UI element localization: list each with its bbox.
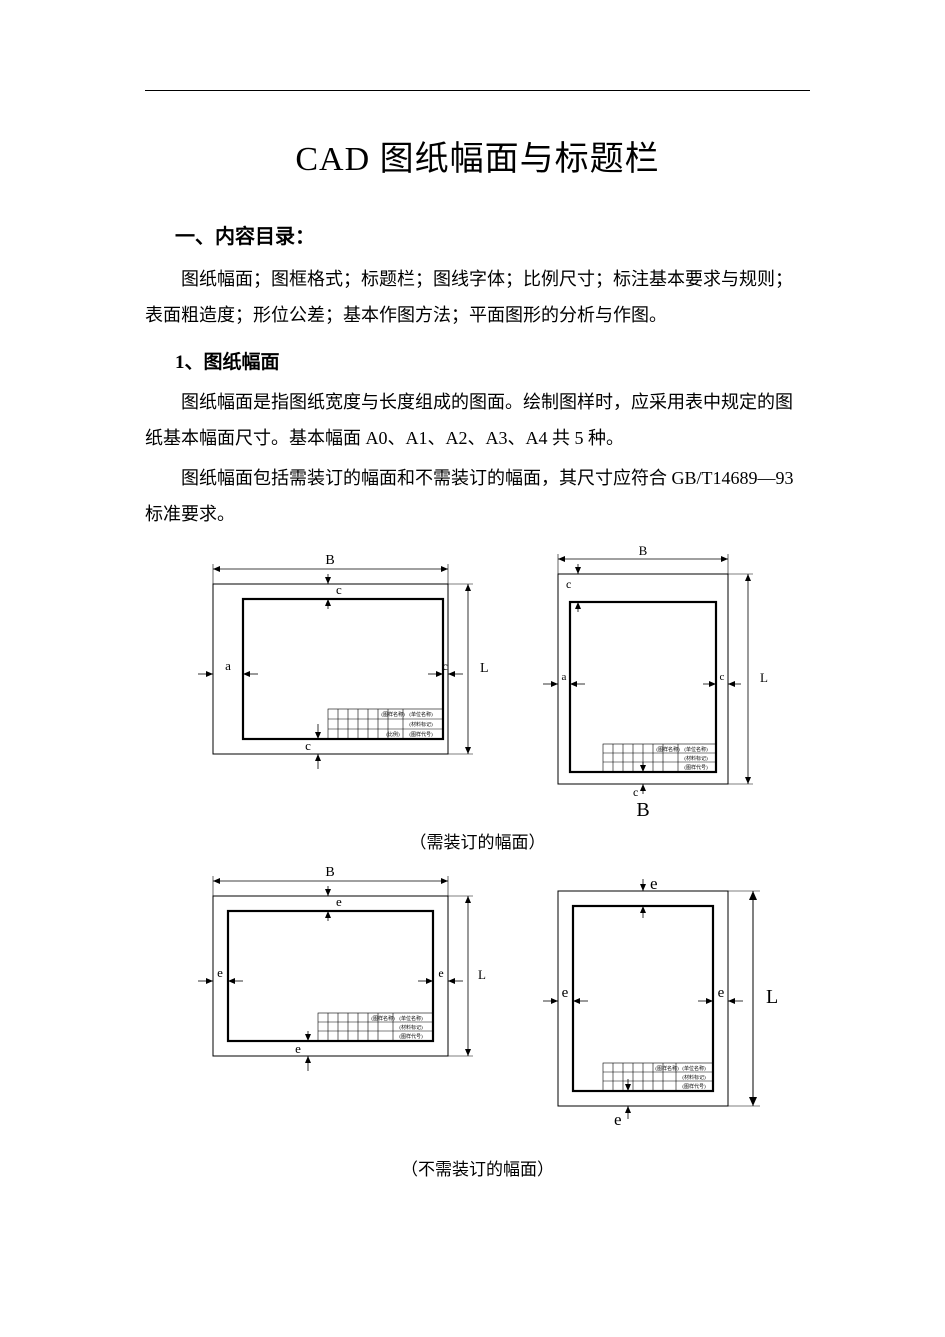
dim-c-bottom: c <box>305 738 311 753</box>
format-paragraph-2: 图纸幅面包括需装订的幅面和不需装订的幅面，其尺寸应符合 GB/T14689—93… <box>145 460 810 532</box>
svg-text:(材料标记): (材料标记) <box>409 721 433 728</box>
diagram-unbound-landscape: (单位名称) (材料标记) (图样代号) (图样名称) B <box>168 861 488 1091</box>
diagram-bound-landscape: (单位名称) (材料标记) (图样代号) (图样名称) (比例) B <box>168 544 488 794</box>
svg-text:(单位名称): (单位名称) <box>684 746 708 753</box>
dim-c-top: c <box>336 582 342 597</box>
dim-B: B <box>325 553 334 568</box>
svg-text:B: B <box>325 865 334 880</box>
section-heading-contents: 一、内容目录： <box>175 220 810 249</box>
dim-B-bottom: B <box>636 799 649 821</box>
svg-text:(材料标记): (材料标记) <box>399 1024 423 1031</box>
svg-text:(图样代号): (图样代号) <box>399 1033 423 1040</box>
svg-text:c: c <box>719 671 724 683</box>
svg-text:(图样名称): (图样名称) <box>381 711 405 718</box>
svg-text:B: B <box>638 544 647 558</box>
svg-text:L: L <box>760 670 768 685</box>
dim-a: a <box>225 658 231 673</box>
svg-text:e: e <box>561 985 568 1001</box>
svg-text:(单位名称): (单位名称) <box>682 1065 706 1072</box>
section-heading-format: 1、图纸幅面 <box>175 347 810 374</box>
svg-text:a: a <box>561 671 566 683</box>
svg-text:(材料标记): (材料标记) <box>684 755 708 762</box>
format-paragraph-1: 图纸幅面是指图纸宽度与长度组成的图面。绘制图样时，应采用表中规定的图纸基本幅面尺… <box>145 384 810 456</box>
svg-text:c: c <box>633 785 638 799</box>
svg-text:e: e <box>438 966 443 980</box>
svg-text:(单位名称): (单位名称) <box>409 711 433 718</box>
svg-text:e: e <box>295 1041 301 1056</box>
caption-unbound: （不需装订的幅面） <box>145 1155 810 1180</box>
svg-text:(比例): (比例) <box>386 731 400 738</box>
svg-text:e: e <box>336 894 342 909</box>
svg-text:(图样代号): (图样代号) <box>682 1083 706 1090</box>
svg-text:e: e <box>650 874 658 893</box>
page-title: CAD 图纸幅面与标题栏 <box>145 131 810 180</box>
svg-text:e: e <box>717 985 724 1001</box>
svg-text:(单位名称): (单位名称) <box>399 1015 423 1022</box>
caption-bound: （需装订的幅面） <box>145 828 810 853</box>
contents-paragraph: 图纸幅面；图框格式；标题栏；图线字体；比例尺寸；标注基本要求与规则；表面粗造度；… <box>145 261 810 333</box>
svg-text:L: L <box>478 967 486 982</box>
svg-text:(材料标记): (材料标记) <box>682 1074 706 1081</box>
svg-text:(图样名称): (图样名称) <box>655 1065 679 1072</box>
svg-text:L: L <box>766 986 778 1008</box>
svg-text:c: c <box>566 577 571 591</box>
diagram-area: (单位名称) (材料标记) (图样代号) (图样名称) (比例) B <box>145 544 810 1180</box>
diagram-bound-portrait: (单位名称) (材料标记) (图样代号) (图样名称) B <box>508 544 788 824</box>
dim-c-right: c <box>442 659 447 673</box>
svg-text:(图样名称): (图样名称) <box>371 1015 395 1022</box>
svg-text:e: e <box>614 1110 622 1129</box>
svg-text:(图样代号): (图样代号) <box>684 764 708 771</box>
svg-text:(图样名称): (图样名称) <box>656 746 680 753</box>
dim-L: L <box>480 661 488 676</box>
svg-text:e: e <box>217 965 223 980</box>
svg-text:(图样代号): (图样代号) <box>409 731 433 738</box>
diagram-unbound-portrait: (单位名称) (材料标记) (图样代号) (图样名称) e <box>508 861 788 1151</box>
